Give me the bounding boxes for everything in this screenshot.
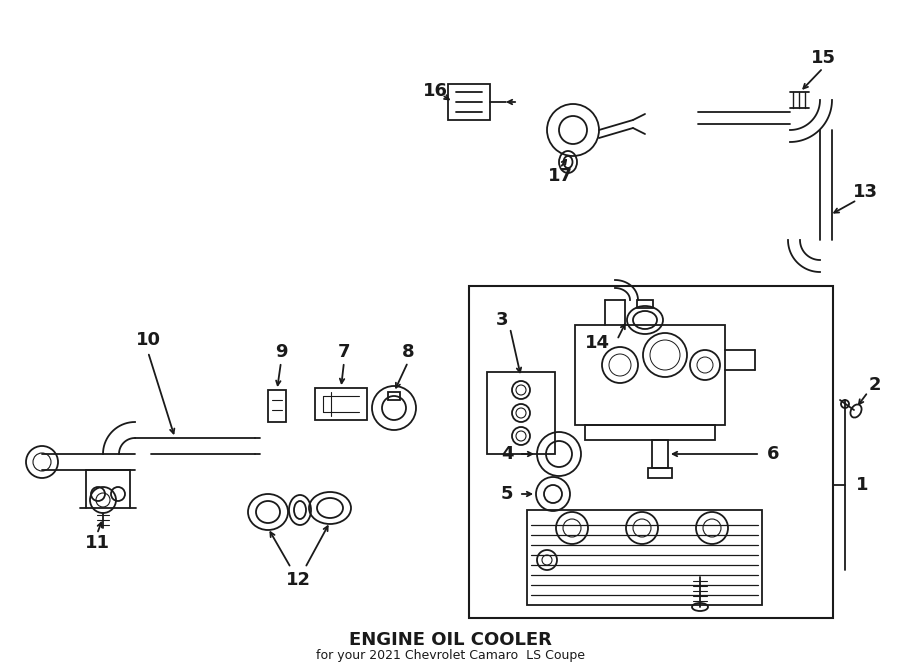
Text: 13: 13 [852, 183, 878, 201]
Bar [469, 286, 833, 618]
Bar [527, 510, 762, 605]
Text: for your 2021 Chevrolet Camaro  LS Coupe: for your 2021 Chevrolet Camaro LS Coupe [316, 649, 584, 662]
Bar [648, 468, 672, 478]
Text: 12: 12 [285, 571, 310, 589]
Bar [637, 300, 653, 308]
Bar [268, 390, 286, 422]
Text: 2: 2 [868, 376, 881, 394]
Text: 1: 1 [856, 476, 868, 494]
Text: ENGINE OIL COOLER: ENGINE OIL COOLER [348, 631, 552, 649]
Bar [448, 84, 490, 120]
Text: 8: 8 [401, 343, 414, 361]
Bar [585, 425, 715, 440]
Bar [315, 388, 367, 420]
Bar [487, 372, 555, 454]
Bar [388, 392, 400, 400]
Text: 5: 5 [500, 485, 513, 503]
Text: 4: 4 [500, 445, 513, 463]
Text: 16: 16 [422, 82, 447, 100]
Text: 6: 6 [767, 445, 779, 463]
Text: 15: 15 [811, 49, 835, 67]
Text: 3: 3 [496, 311, 508, 329]
Text: 17: 17 [547, 167, 572, 185]
Bar [652, 440, 668, 468]
Text: 9: 9 [274, 343, 287, 361]
Text: 10: 10 [136, 331, 160, 349]
Text: 14: 14 [584, 334, 609, 352]
Bar [575, 325, 725, 425]
Text: 7: 7 [338, 343, 350, 361]
Text: 11: 11 [85, 534, 110, 552]
